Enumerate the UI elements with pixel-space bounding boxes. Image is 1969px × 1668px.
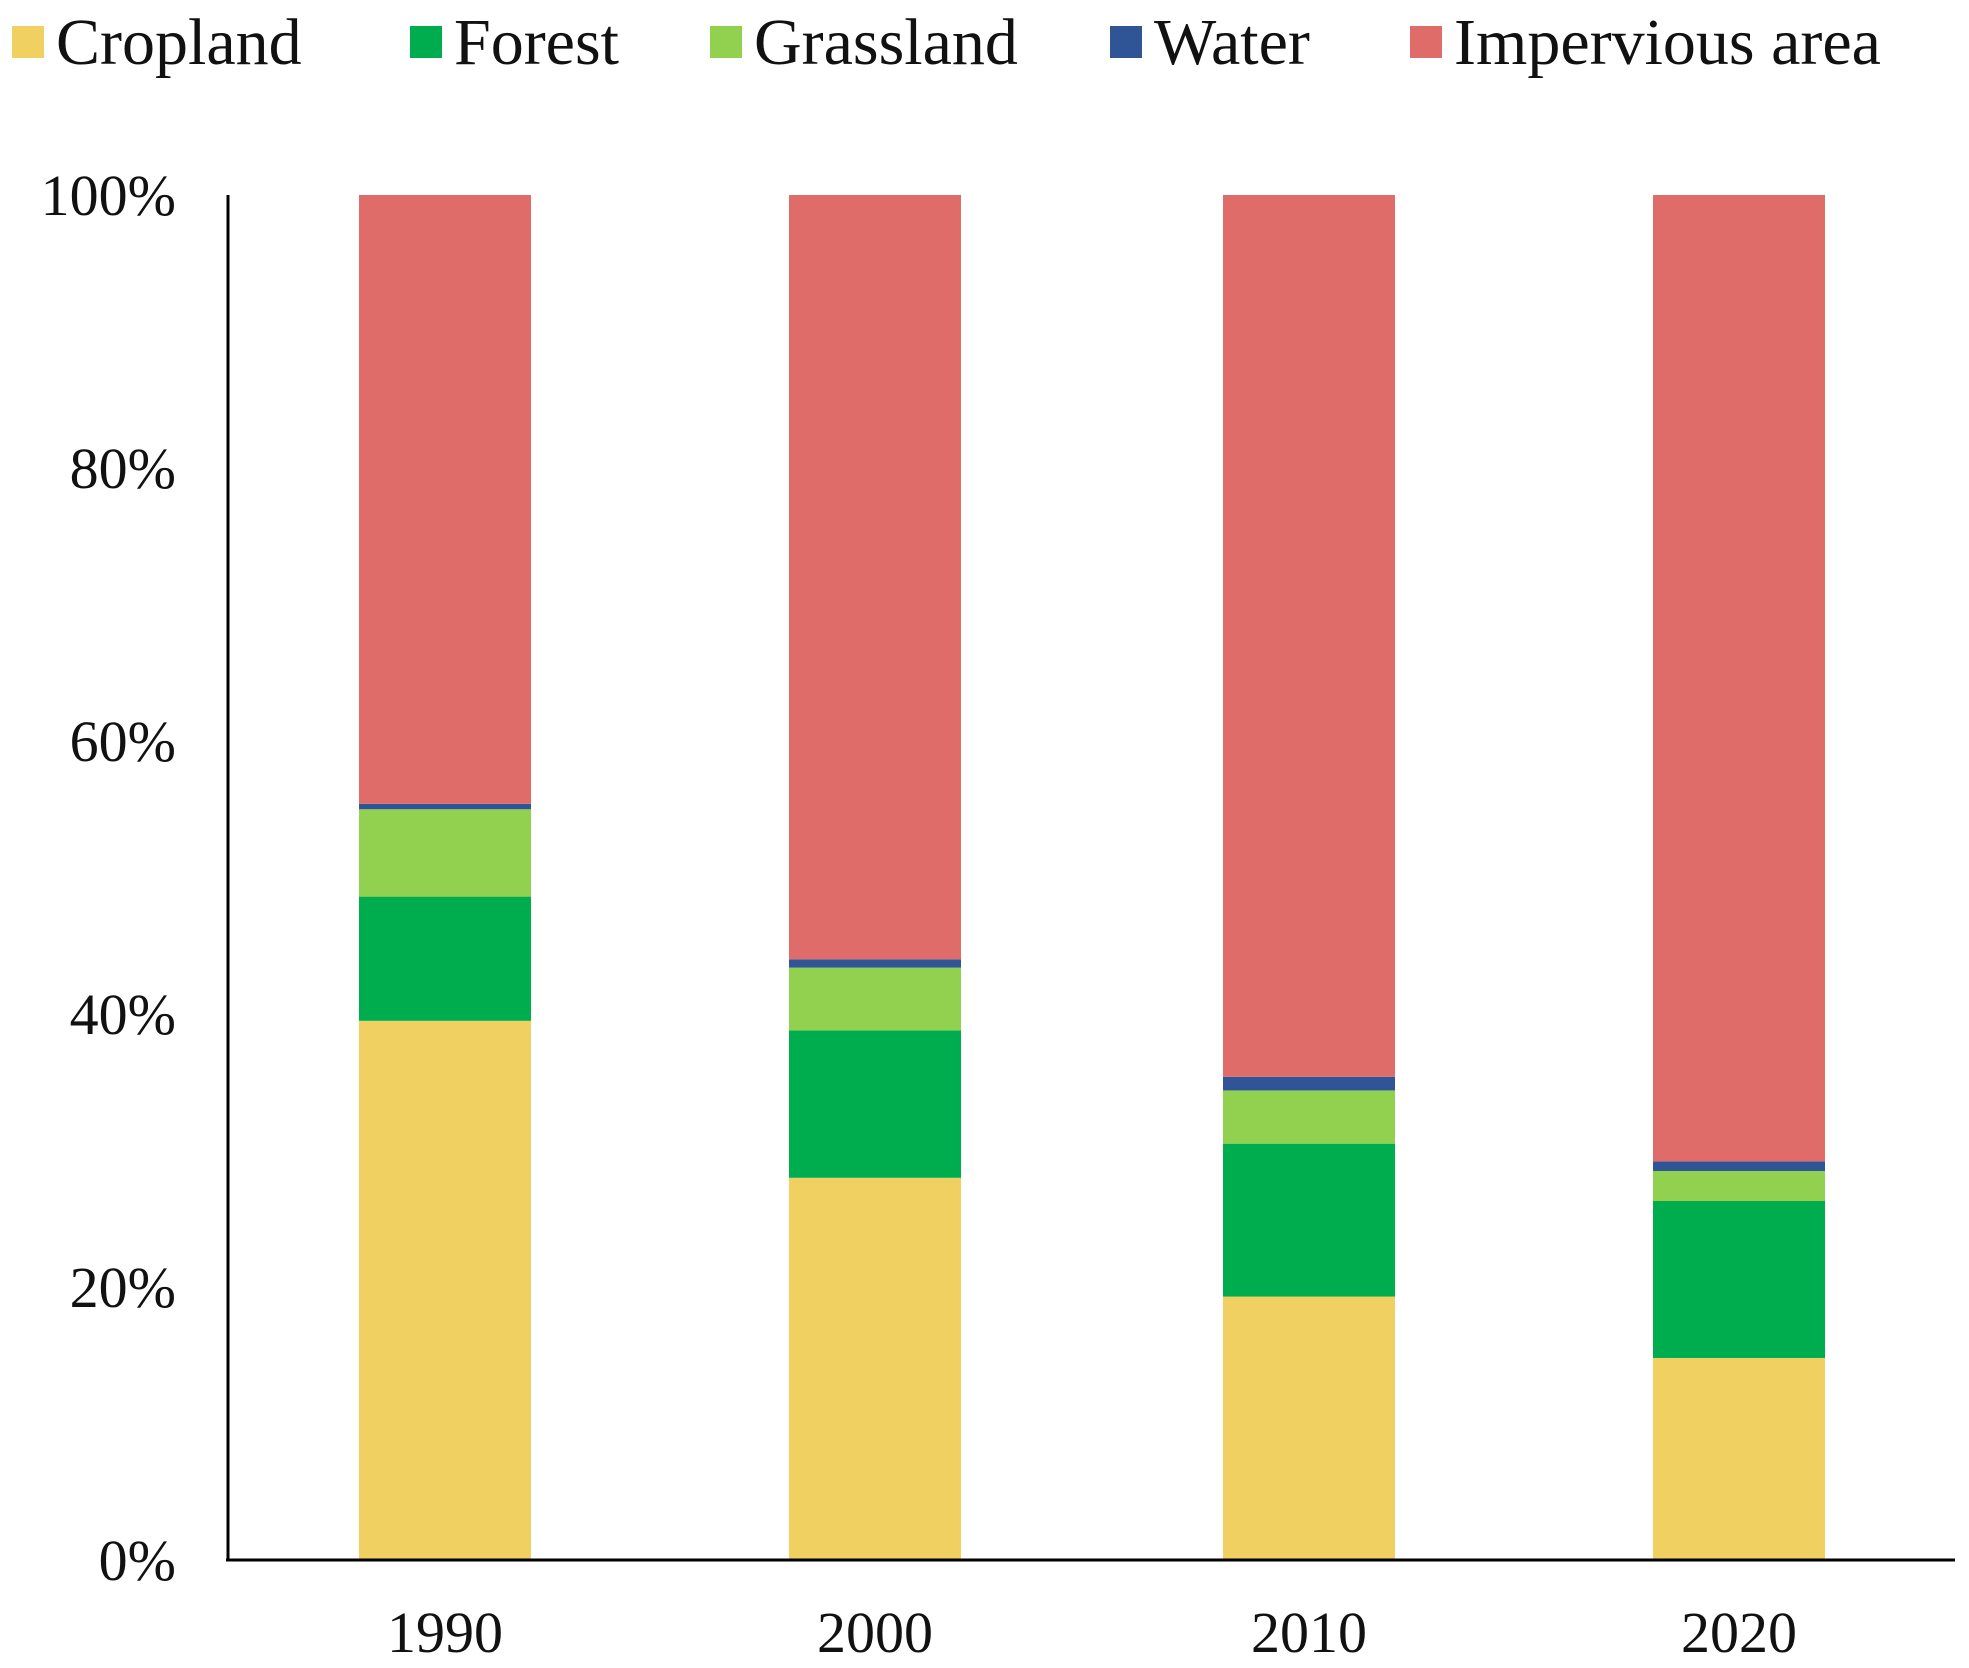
x-tick-labels: 1990 2000 2010 2020 xyxy=(387,1600,1797,1665)
legend-item-cropland: Cropland xyxy=(12,6,302,79)
bar-forest-1990 xyxy=(359,896,531,1021)
legend-item-grassland: Grassland xyxy=(710,6,1018,79)
y-tick-labels: 0% 20% 40% 60% 80% 100% xyxy=(41,163,176,1593)
bar-water-1990 xyxy=(359,803,531,810)
bar-cropland-2020 xyxy=(1653,1357,1825,1560)
legend-label-forest: Forest xyxy=(454,6,619,79)
x-tick-label: 2020 xyxy=(1681,1600,1797,1665)
y-tick-label: 20% xyxy=(70,1255,176,1320)
bar-cropland-2000 xyxy=(789,1177,961,1560)
x-tick-label: 1990 xyxy=(387,1600,503,1665)
y-tick-label: 100% xyxy=(41,163,176,228)
bar-water-2020 xyxy=(1653,1161,1825,1171)
bar-impervious-area-2000 xyxy=(789,195,961,960)
legend-swatch-water xyxy=(1110,26,1142,58)
x-tick-label: 2000 xyxy=(817,1600,933,1665)
y-tick-label: 80% xyxy=(70,436,176,501)
bar-impervious-area-2010 xyxy=(1223,195,1395,1077)
x-tick-label: 2010 xyxy=(1251,1600,1367,1665)
legend: Cropland Forest Grassland Water Impervious a… xyxy=(12,6,1881,79)
bar-stack-1990 xyxy=(359,195,531,1560)
axes xyxy=(226,195,1955,1562)
bar-forest-2000 xyxy=(789,1030,961,1178)
legend-item-water: Water xyxy=(1110,6,1310,79)
bar-impervious-area-2020 xyxy=(1653,195,1825,1162)
legend-label-water: Water xyxy=(1154,6,1310,79)
bar-grassland-2010 xyxy=(1223,1090,1395,1144)
legend-label-cropland: Cropland xyxy=(56,6,302,79)
y-tick-label: 0% xyxy=(99,1528,176,1593)
bar-cropland-1990 xyxy=(359,1020,531,1560)
legend-swatch-impervious-area xyxy=(1410,26,1442,58)
legend-label-grassland: Grassland xyxy=(754,6,1018,79)
bar-water-2010 xyxy=(1223,1076,1395,1091)
legend-swatch-grassland xyxy=(710,26,742,58)
legend-item-forest: Forest xyxy=(410,6,619,79)
bar-stack-2010 xyxy=(1223,195,1395,1560)
bar-forest-2020 xyxy=(1653,1201,1825,1358)
bar-water-2000 xyxy=(789,959,961,968)
bar-stack-2000 xyxy=(789,195,961,1560)
bar-grassland-1990 xyxy=(359,809,531,897)
bars xyxy=(359,195,1825,1560)
bar-stack-2020 xyxy=(1653,195,1825,1560)
bar-grassland-2020 xyxy=(1653,1170,1825,1202)
legend-label-impervious-area: Impervious area xyxy=(1454,6,1881,79)
legend-swatch-forest xyxy=(410,26,442,58)
legend-item-impervious-area: Impervious area xyxy=(1410,6,1881,79)
y-tick-label: 40% xyxy=(70,982,176,1047)
bar-forest-2010 xyxy=(1223,1143,1395,1297)
legend-swatch-cropland xyxy=(12,26,44,58)
bar-grassland-2000 xyxy=(789,967,961,1031)
y-tick-label: 60% xyxy=(70,709,176,774)
bar-impervious-area-1990 xyxy=(359,195,531,804)
bar-cropland-2010 xyxy=(1223,1296,1395,1560)
